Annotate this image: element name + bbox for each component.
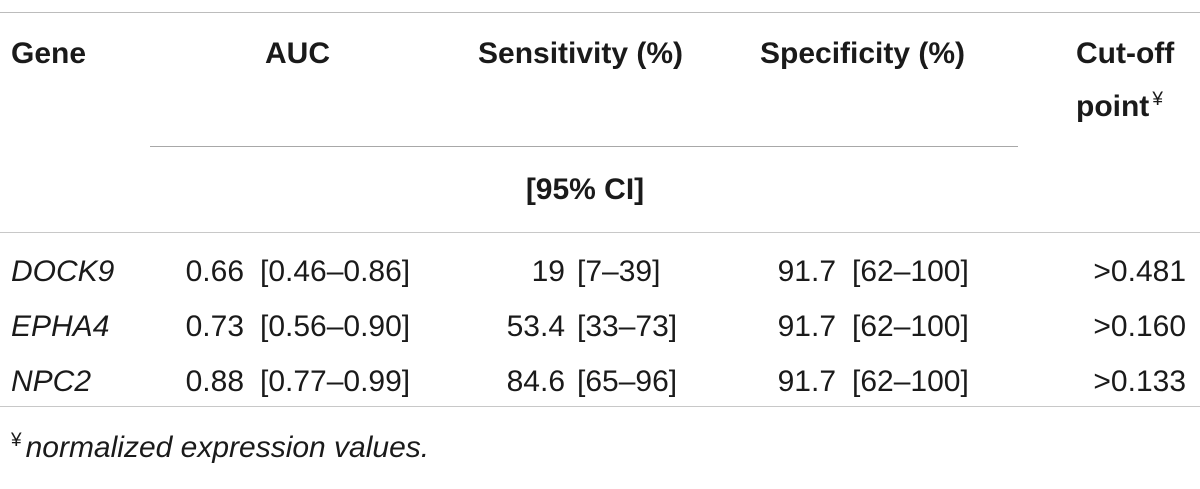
ci-group-rule bbox=[150, 146, 1018, 147]
sensitivity-ci: [7–39] bbox=[577, 255, 661, 288]
gene-name: DOCK9 bbox=[11, 255, 115, 288]
footnote-symbol: ¥ bbox=[11, 430, 22, 451]
sensitivity-ci: [65–96] bbox=[577, 365, 678, 398]
auc-value: 0.88 bbox=[185, 365, 244, 398]
header-cutoff-line1: Cut-off bbox=[1076, 37, 1175, 70]
header-gene: Gene bbox=[11, 37, 87, 70]
header-ci: [95% CI] bbox=[525, 173, 645, 206]
table-bottom-rule bbox=[0, 406, 1200, 407]
specificity-value: 91.7 bbox=[777, 255, 836, 288]
header-cutoff-line2: point ¥ bbox=[1076, 89, 1163, 123]
header-auc: AUC bbox=[265, 37, 330, 70]
yen-footnote-marker: ¥ bbox=[1152, 89, 1163, 110]
sensitivity-value: 53.4 bbox=[506, 310, 565, 343]
header-sensitivity: Sensitivity (%) bbox=[478, 37, 684, 70]
header-bottom-rule bbox=[0, 232, 1200, 233]
cutoff-value: >0.133 bbox=[1093, 365, 1186, 398]
table-top-rule bbox=[0, 12, 1200, 13]
specificity-ci: [62–100] bbox=[852, 310, 969, 343]
footnote-text: normalized expression values. bbox=[25, 431, 430, 464]
specificity-ci: [62–100] bbox=[852, 365, 969, 398]
table-footnote: ¥ normalized expression values. bbox=[11, 423, 429, 466]
sensitivity-value: 84.6 bbox=[506, 365, 565, 398]
auc-value: 0.66 bbox=[185, 255, 244, 288]
sensitivity-ci: [33–73] bbox=[577, 310, 678, 343]
auc-value: 0.73 bbox=[185, 310, 244, 343]
header-specificity: Specificity (%) bbox=[760, 37, 966, 70]
specificity-value: 91.7 bbox=[777, 310, 836, 343]
gene-name: EPHA4 bbox=[11, 310, 110, 343]
sensitivity-value: 19 bbox=[531, 255, 565, 288]
auc-ci: [0.77–0.99] bbox=[260, 365, 411, 398]
specificity-ci: [62–100] bbox=[852, 255, 969, 288]
specificity-value: 91.7 bbox=[777, 365, 836, 398]
gene-name: NPC2 bbox=[11, 365, 92, 398]
cutoff-value: >0.160 bbox=[1093, 310, 1186, 343]
auc-ci: [0.46–0.86] bbox=[260, 255, 411, 288]
cutoff-value: >0.481 bbox=[1093, 255, 1186, 288]
auc-ci: [0.56–0.90] bbox=[260, 310, 411, 343]
